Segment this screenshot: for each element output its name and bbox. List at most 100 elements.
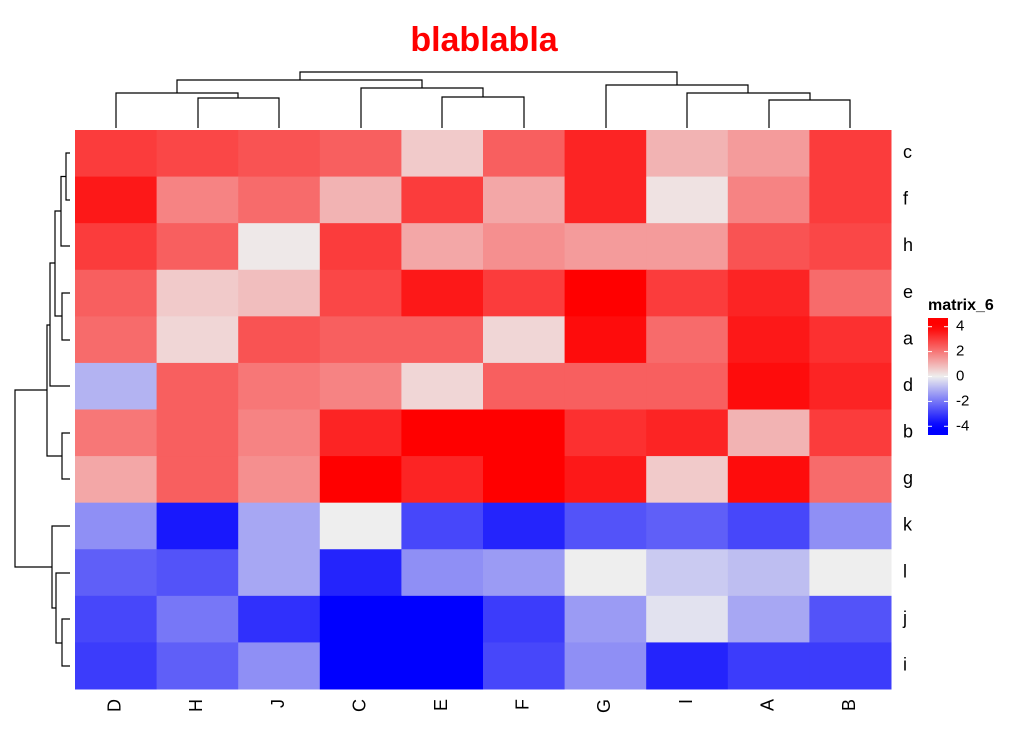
row-label: d	[903, 375, 913, 395]
heatmap-cell	[483, 642, 566, 690]
row-label: f	[903, 189, 909, 209]
heatmap-cell	[75, 130, 158, 178]
row-label: i	[903, 654, 907, 674]
heatmap-cell	[319, 316, 402, 364]
row-label: e	[903, 282, 913, 302]
heatmap-cell	[646, 502, 729, 550]
heatmap-cell	[401, 176, 484, 224]
heatmap-cell	[483, 269, 566, 317]
heatmap-cell	[75, 502, 158, 550]
heatmap-cell	[238, 362, 321, 410]
heatmap-cell	[75, 269, 158, 317]
heatmap-cell	[483, 316, 566, 364]
column-label: B	[839, 699, 859, 711]
row-dendrogram	[14, 152, 70, 667]
heatmap-cell	[809, 642, 892, 690]
legend-tick-label: -4	[956, 417, 969, 434]
legend-tick-label: 4	[956, 318, 964, 335]
heatmap-cell	[156, 502, 239, 550]
heatmap-cell	[401, 362, 484, 410]
column-label: D	[105, 699, 125, 712]
heatmap-cell	[156, 409, 239, 457]
heatmap-cell	[809, 456, 892, 504]
heatmap-cell	[809, 549, 892, 597]
row-label: c	[903, 142, 912, 162]
heatmap-cell	[564, 595, 647, 643]
heatmap-cell	[156, 176, 239, 224]
heatmap-cell	[483, 502, 566, 550]
heatmap-cell	[809, 595, 892, 643]
heatmap-cell	[809, 269, 892, 317]
heatmap-cell	[401, 502, 484, 550]
heatmap-cell	[646, 316, 729, 364]
heatmap-cell	[238, 409, 321, 457]
legend-tick-label: 2	[956, 343, 964, 360]
heatmap-cell	[75, 176, 158, 224]
heatmap-cell	[646, 456, 729, 504]
heatmap-cell	[483, 223, 566, 271]
heatmap-cell	[727, 269, 810, 317]
legend-colorbar	[928, 318, 948, 435]
heatmap-cell	[319, 409, 402, 457]
heatmap-cell	[156, 130, 239, 178]
heatmap-cell	[646, 176, 729, 224]
column-label: A	[757, 699, 777, 711]
heatmap-cell	[564, 456, 647, 504]
legend-title: matrix_6	[928, 297, 994, 314]
heatmap-cell	[319, 176, 402, 224]
column-label: J	[268, 699, 288, 708]
heatmap-cell	[727, 642, 810, 690]
heatmap-cell	[809, 316, 892, 364]
heatmap-cell	[646, 130, 729, 178]
heatmap-cell	[564, 409, 647, 457]
heatmap-cell	[809, 362, 892, 410]
heatmap-cell	[646, 409, 729, 457]
heatmap-cell	[156, 362, 239, 410]
heatmap-cell	[646, 223, 729, 271]
heatmap-cell	[646, 362, 729, 410]
heatmap-cell	[564, 502, 647, 550]
heatmap-cell	[646, 642, 729, 690]
heatmap-cell	[401, 456, 484, 504]
heatmap-cell	[483, 362, 566, 410]
column-label: H	[186, 699, 206, 712]
heatmap-cell	[727, 316, 810, 364]
heatmap-cell	[238, 456, 321, 504]
heatmap-cell	[319, 362, 402, 410]
column-label: C	[349, 699, 369, 712]
row-label: g	[903, 468, 913, 488]
heatmap-cell	[75, 549, 158, 597]
heatmap-cell	[483, 409, 566, 457]
heatmap-cell	[319, 269, 402, 317]
heatmap-cell	[401, 130, 484, 178]
heatmap-cell	[483, 595, 566, 643]
column-label: E	[431, 699, 451, 711]
heatmap-cell	[483, 456, 566, 504]
heatmap-cell	[483, 130, 566, 178]
heatmap-cell	[401, 269, 484, 317]
row-label: j	[902, 608, 907, 628]
heatmap-cell	[564, 362, 647, 410]
column-label: F	[513, 699, 533, 710]
legend-tick-label: 0	[956, 367, 964, 384]
heatmap-cell	[564, 176, 647, 224]
heatmap-cell	[646, 269, 729, 317]
heatmap-cell	[319, 642, 402, 690]
heatmap-cell	[727, 130, 810, 178]
heatmap-cell	[727, 409, 810, 457]
heatmap-cell	[809, 176, 892, 224]
heatmap-cell	[564, 269, 647, 317]
heatmap-cell	[156, 269, 239, 317]
heatmap-cell	[238, 595, 321, 643]
heatmap-cell	[727, 362, 810, 410]
heatmap-cell	[238, 223, 321, 271]
column-label: G	[594, 699, 614, 713]
heatmap-cell	[727, 456, 810, 504]
heatmap-cell	[75, 362, 158, 410]
heatmap-cell	[809, 502, 892, 550]
heatmap-cell	[564, 223, 647, 271]
chart-title: blablabla	[410, 21, 558, 59]
column-label: I	[676, 699, 696, 704]
heatmap-cell	[156, 595, 239, 643]
